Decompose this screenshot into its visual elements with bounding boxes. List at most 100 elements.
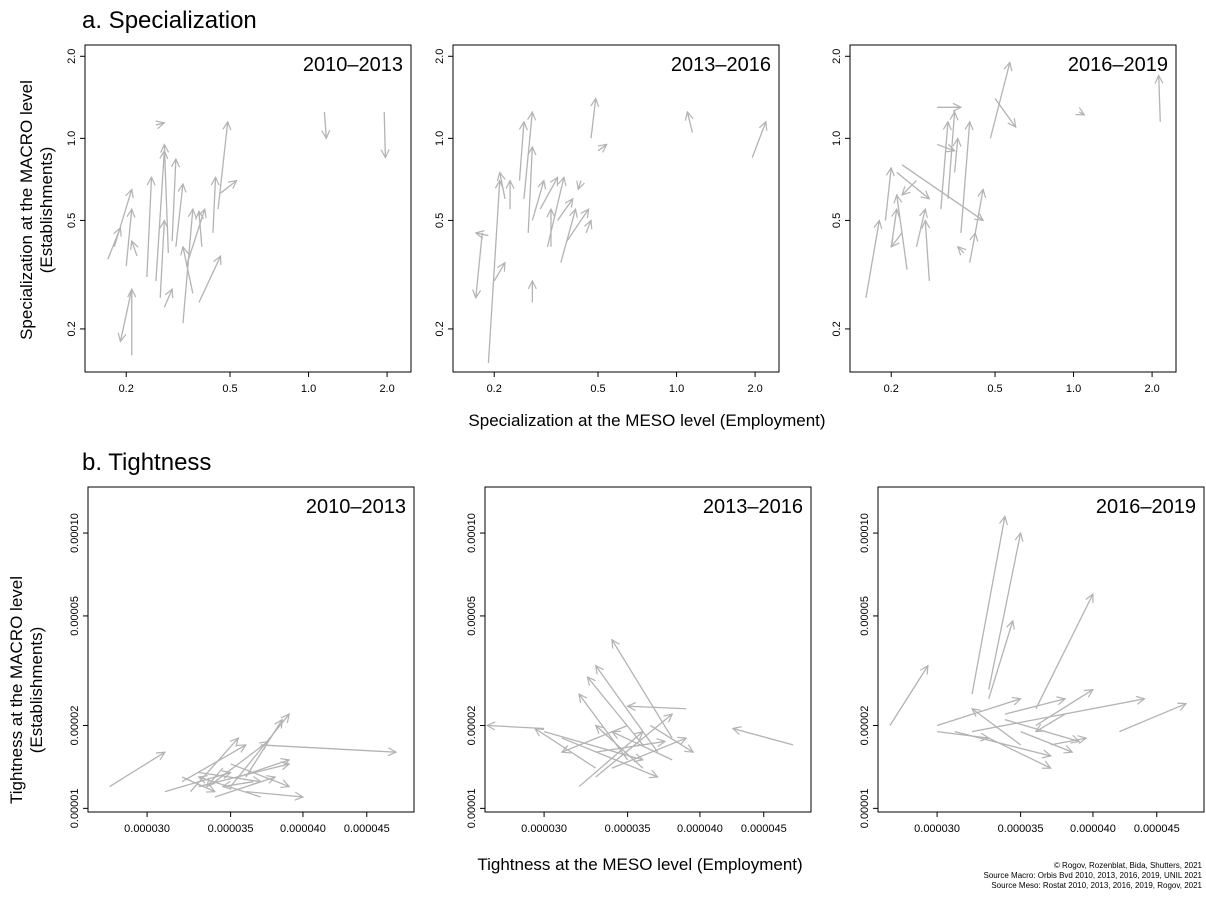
arrow <box>217 122 228 210</box>
arrow <box>164 144 168 253</box>
credit: © Rogov, Rozenblat, Bida, Shutters, 2021 <box>1054 861 1203 870</box>
arrow <box>523 112 532 199</box>
plot-frame <box>87 486 415 813</box>
arrow <box>560 209 576 263</box>
x-tick-label: 1.0 <box>1066 383 1081 395</box>
arrow <box>220 181 237 194</box>
panel: 0.000030 0.000035 0.000040 0.000045 0.00001 0… <box>466 486 812 835</box>
arrow <box>493 263 505 282</box>
x-tick-label: 0.5 <box>590 383 605 395</box>
x-tick-label: 0.000045 <box>1134 823 1180 835</box>
y-axis-label: (Establishments) <box>37 147 56 274</box>
y-tick-label: 0.5 <box>831 213 843 228</box>
arrow <box>125 209 132 267</box>
arrow <box>612 732 673 761</box>
x-tick-label: 0.000035 <box>998 823 1044 835</box>
arrow <box>528 147 532 233</box>
arrow <box>1159 76 1161 122</box>
arrow <box>955 138 958 173</box>
arrow <box>245 791 303 797</box>
panel: 0.2 0.5 1.0 2.0 0.2 0.5 1.0 2.0 2010–2013 <box>66 44 412 395</box>
panel: 0.000030 0.000035 0.000040 0.000045 0.00001 0… <box>859 486 1205 835</box>
arrow <box>384 111 385 158</box>
x-tick-label: 0.000040 <box>677 823 723 835</box>
arrow <box>947 112 955 199</box>
arrow <box>940 122 948 210</box>
arrow <box>155 151 164 281</box>
arrow <box>902 180 917 195</box>
x-tick-label: 0.000035 <box>605 823 651 835</box>
y-tick-label: 0.00005 <box>69 596 81 636</box>
arrow <box>185 209 204 267</box>
arrow <box>988 621 1013 699</box>
y-tick-label: 0.00002 <box>69 706 81 746</box>
y-tick-label: 0.00010 <box>466 513 478 553</box>
arrow <box>182 209 193 324</box>
arrow <box>562 724 628 752</box>
plot-frame <box>877 486 1205 813</box>
arrow <box>146 177 152 278</box>
arrow <box>915 209 926 247</box>
arrow <box>896 171 930 198</box>
y-tick-label: 0.00001 <box>859 788 871 828</box>
y-tick-label: 0.00002 <box>466 706 478 746</box>
arrow <box>260 744 396 752</box>
y-tick-label: 1.0 <box>831 131 843 146</box>
arrow <box>972 709 1021 746</box>
arrow <box>198 771 261 781</box>
arrow <box>238 760 289 778</box>
arrow <box>989 62 1009 139</box>
arrow <box>969 233 976 263</box>
credit: Source Meso: Rostat 2010, 2013, 2016, 20… <box>991 881 1202 890</box>
x-tick-label: 1.0 <box>669 383 684 395</box>
y-tick-label: 1.0 <box>434 131 446 146</box>
arrow <box>230 763 290 787</box>
arrow <box>901 164 983 221</box>
arrow <box>1119 704 1186 733</box>
panel-title: 2016–2019 <box>1068 54 1168 76</box>
arrow <box>587 677 644 746</box>
y-tick-label: 0.2 <box>66 321 78 336</box>
arrow <box>546 177 563 247</box>
arrow <box>557 199 573 221</box>
arrow <box>172 159 176 242</box>
arrow <box>181 776 215 792</box>
arrow <box>591 99 596 139</box>
panel: 0.2 0.5 1.0 2.0 0.2 0.5 1.0 2.0 2013–2016 <box>434 44 780 395</box>
y-tick-label: 0.00001 <box>69 788 81 828</box>
arrow <box>891 232 903 247</box>
plot-frame <box>452 44 780 373</box>
y-tick-label: 0.00005 <box>466 596 478 636</box>
arrow <box>586 220 591 234</box>
y-tick-label: 2.0 <box>66 49 78 64</box>
arrow <box>936 699 1021 727</box>
arrow <box>1004 719 1079 742</box>
x-tick-label: 0.5 <box>987 383 1002 395</box>
arrow <box>198 256 221 303</box>
arrow <box>595 714 672 778</box>
arrow <box>611 738 686 769</box>
x-tick-label: 1.0 <box>301 383 316 395</box>
y-axis-label: Specialization at the MACRO level <box>17 80 36 340</box>
arrow <box>612 640 673 739</box>
y-tick-label: 0.5 <box>66 213 78 228</box>
arrow <box>597 144 607 150</box>
panel: 0.000030 0.000035 0.000040 0.000045 0.00001 0… <box>69 486 415 835</box>
panel-title: 2010–2013 <box>306 496 406 518</box>
arrow <box>971 699 1145 733</box>
arrow <box>687 112 692 133</box>
arrow <box>113 189 131 248</box>
arrow <box>884 168 891 221</box>
y-tick-label: 0.00010 <box>859 513 871 553</box>
arrow <box>500 172 505 199</box>
arrow <box>324 111 326 138</box>
arrow <box>214 777 275 798</box>
arrow <box>476 232 483 298</box>
arrow <box>578 180 581 190</box>
arrow <box>958 247 964 253</box>
arrow <box>988 533 1021 690</box>
arrow <box>889 666 928 726</box>
x-tick-label: 0.000030 <box>124 823 170 835</box>
arrow <box>476 233 489 236</box>
arrow <box>865 220 879 298</box>
